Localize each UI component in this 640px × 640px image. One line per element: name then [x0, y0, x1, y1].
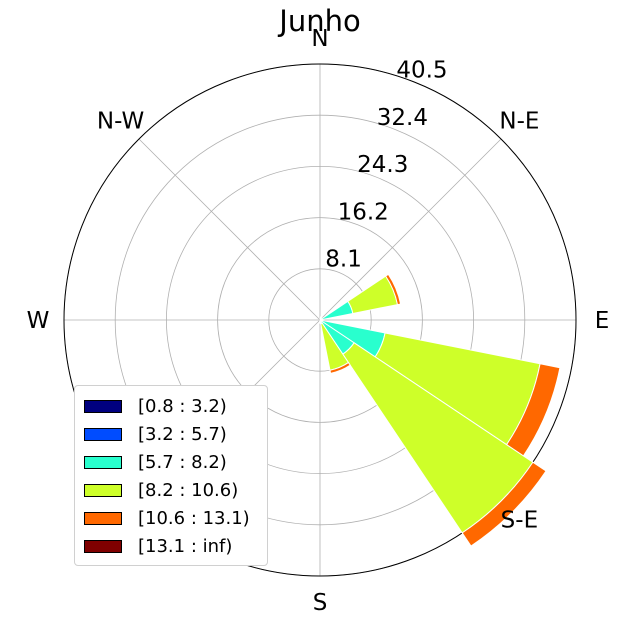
legend-item: [10.6 : 13.1) [75, 504, 267, 532]
legend-label: [0.8 : 3.2) [138, 395, 227, 417]
direction-label: E [595, 308, 610, 334]
radial-tick-label: 16.2 [338, 199, 389, 225]
direction-label: S [313, 590, 328, 616]
legend-label: [13.1 : inf) [138, 535, 233, 557]
legend-swatch [84, 539, 122, 553]
grid-spoke [319, 138, 502, 321]
wind-bar-segment [319, 316, 323, 320]
direction-label: N [311, 26, 328, 52]
legend-item: [8.2 : 10.6) [75, 476, 267, 504]
radial-tick-label: 32.4 [377, 105, 428, 131]
radial-tick-label: 24.3 [357, 152, 408, 178]
wind-bar-segment [461, 461, 547, 547]
legend: [0.8 : 3.2) [3.2 : 5.7) [5.7 : 8.2) [8.2 : … [74, 385, 268, 566]
legend-item: [3.2 : 5.7) [75, 420, 267, 448]
chart-title: Junho [279, 4, 361, 38]
wind-bar-segment [385, 273, 402, 306]
grid-spoke [138, 138, 321, 321]
legend-swatch [84, 427, 122, 441]
legend-swatch [84, 399, 122, 413]
direction-label: N-W [97, 109, 144, 135]
wind-bar-segment [319, 300, 354, 321]
plot-frame [63, 63, 577, 577]
legend-swatch [84, 483, 122, 497]
legend-label: [5.7 : 8.2) [138, 451, 227, 473]
direction-label: W [27, 308, 50, 334]
legend-item: [5.7 : 8.2) [75, 448, 267, 476]
direction-label: S-E [501, 507, 538, 533]
direction-label: N-E [499, 109, 539, 135]
legend-item: [0.8 : 3.2) [75, 392, 267, 420]
radial-tick-label: 40.5 [396, 57, 447, 83]
legend-item: [13.1 : inf) [75, 532, 267, 560]
legend-label: [3.2 : 5.7) [138, 423, 227, 445]
legend-swatch [84, 455, 122, 469]
legend-label: [10.6 : 13.1) [138, 507, 250, 529]
wind-sectors [318, 273, 561, 547]
legend-label: [8.2 : 10.6) [138, 479, 239, 501]
wind-bar-segment [329, 361, 351, 374]
legend-swatch [84, 511, 122, 525]
wind-bar-segment [318, 319, 322, 324]
radial-tick-label: 8.1 [325, 247, 362, 273]
